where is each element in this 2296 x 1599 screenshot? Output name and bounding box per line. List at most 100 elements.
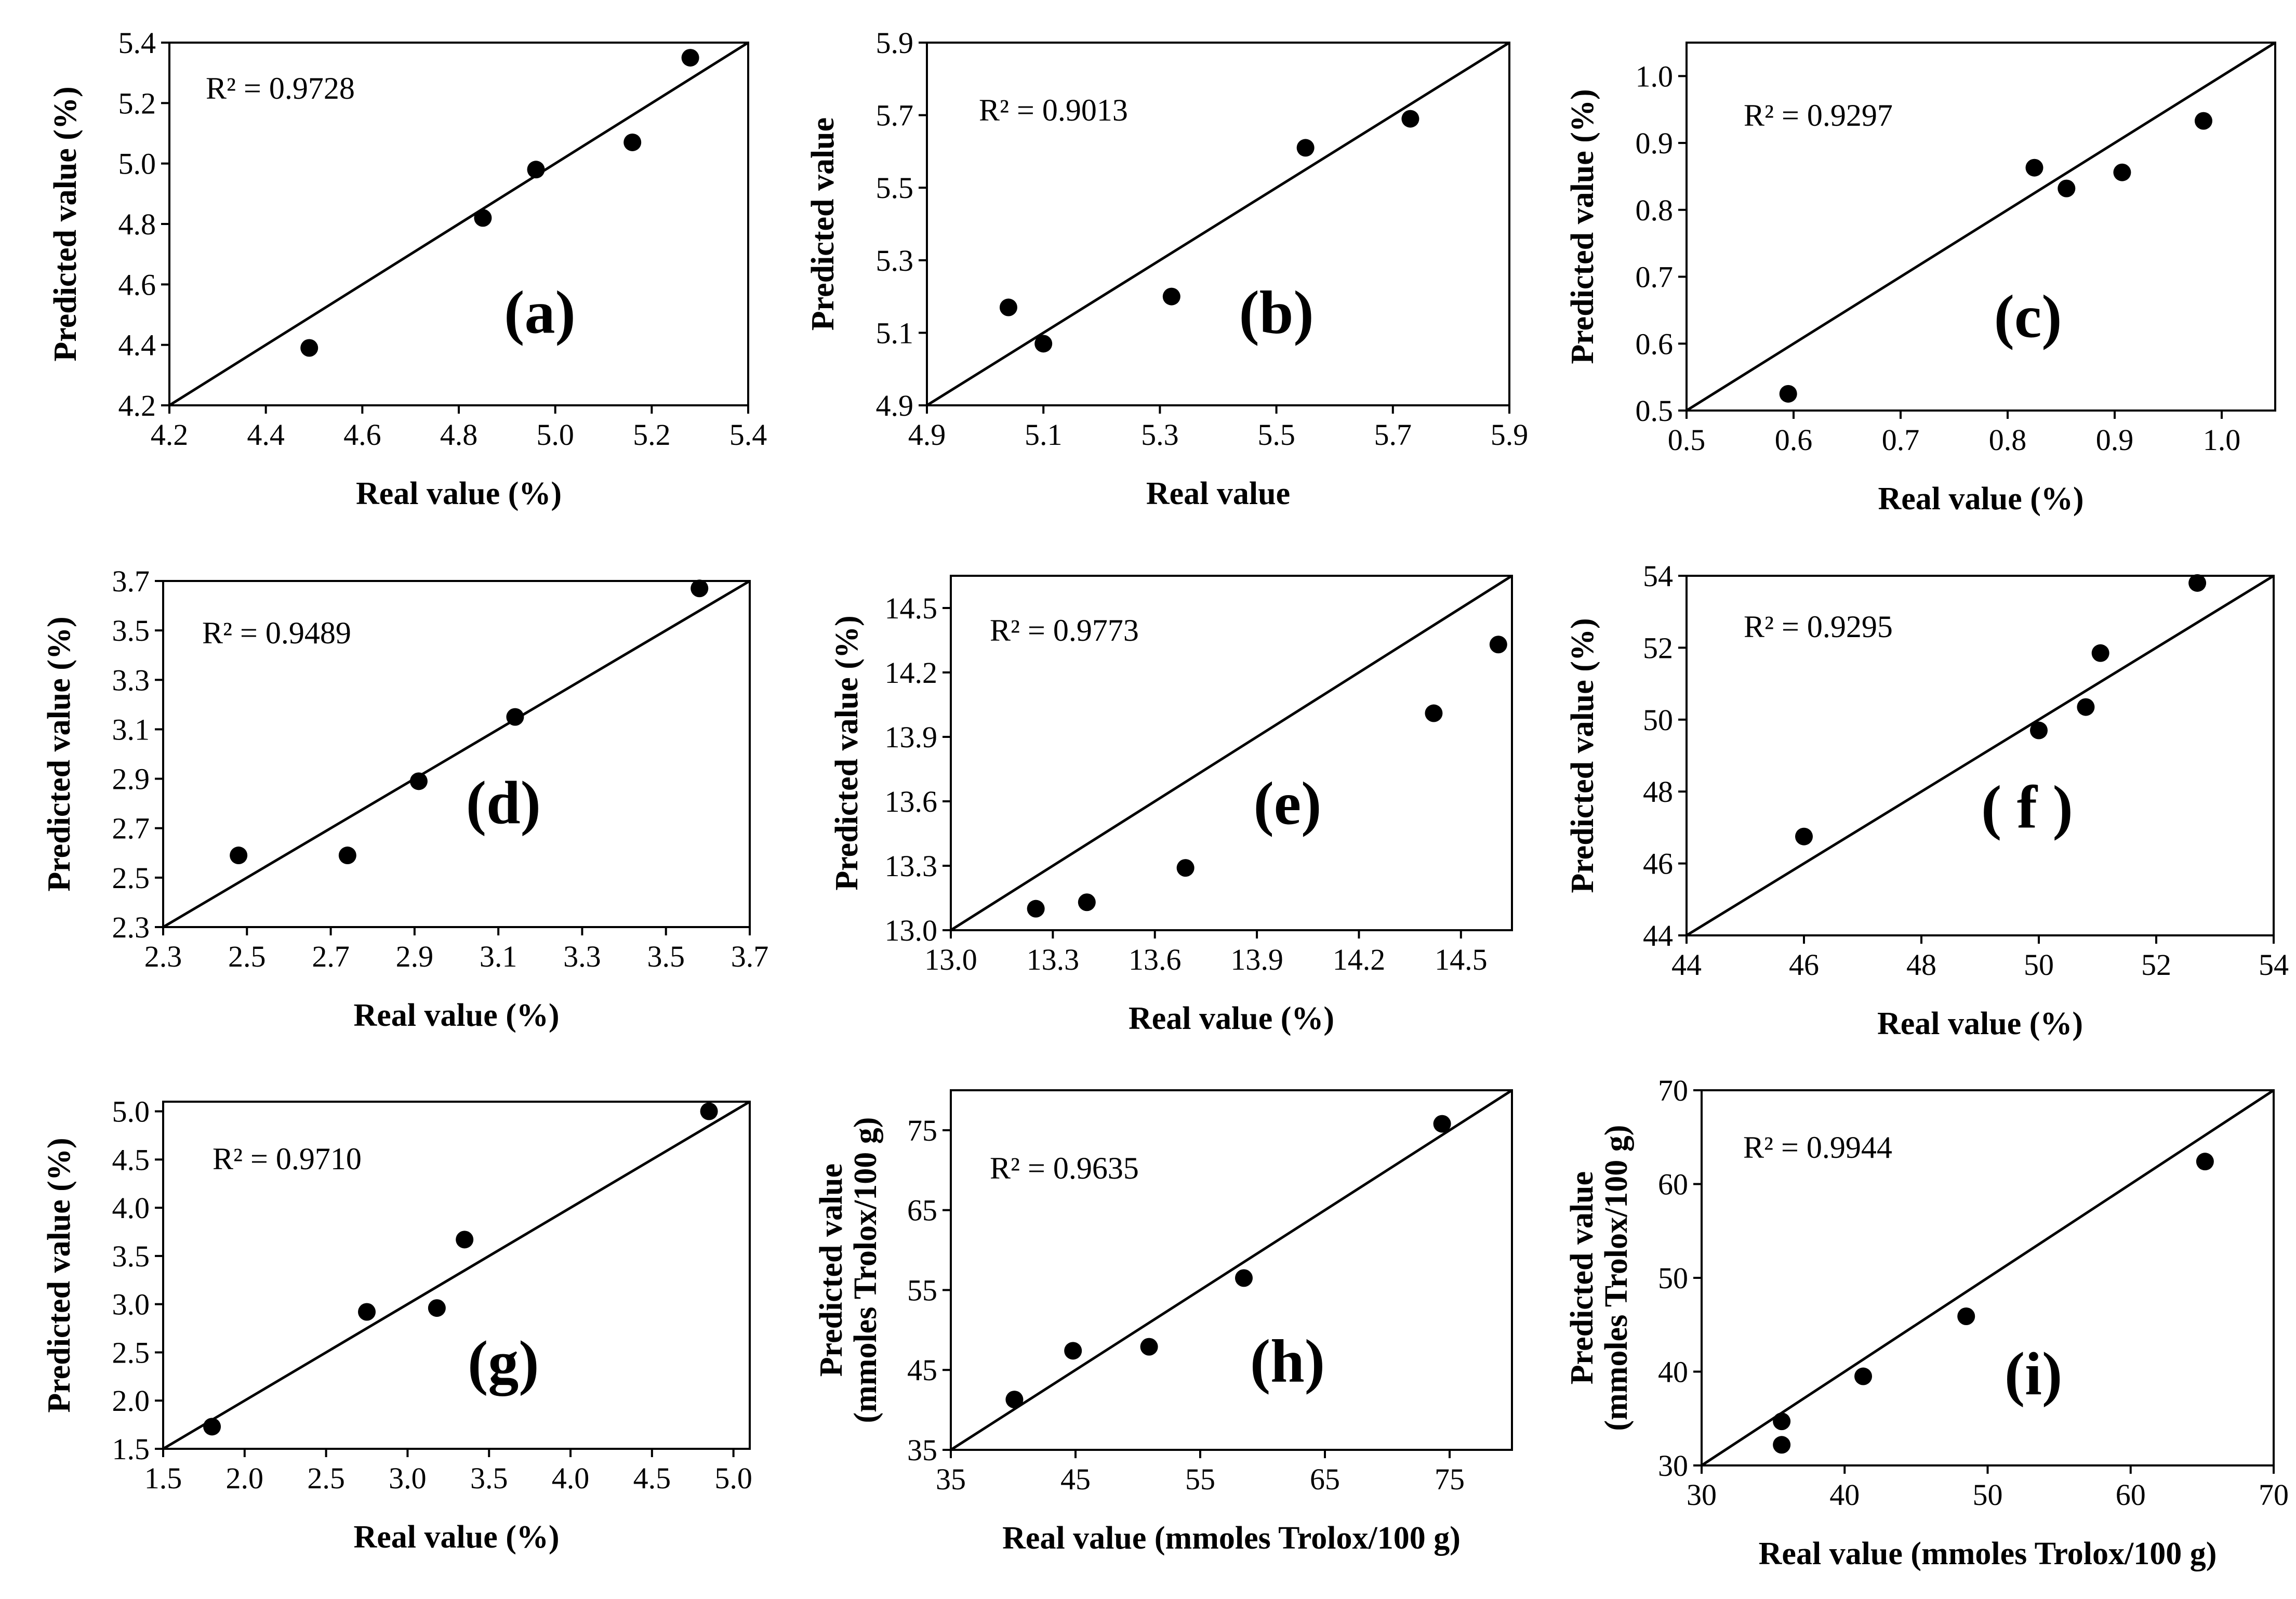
- x-tick-label: 5.5: [1257, 418, 1295, 452]
- x-tick-label: 50: [2024, 948, 2054, 982]
- data-point: [1078, 893, 1096, 911]
- y-axis-title: Predicted value (%): [1565, 618, 1600, 893]
- x-tick-label: 52: [2141, 948, 2171, 982]
- y-tick-label: 2.0: [112, 1384, 150, 1418]
- y-axis-title: Predicted value (%): [42, 1138, 77, 1412]
- y-tick-label: 65: [907, 1194, 937, 1227]
- y-tick-label: 0.5: [1636, 394, 1674, 428]
- y-tick-label: 14.5: [885, 591, 938, 625]
- data-point: [428, 1299, 446, 1317]
- y-tick-label: 70: [1658, 1074, 1688, 1107]
- x-tick-label: 2.3: [144, 940, 182, 973]
- x-tick-label: 13.9: [1230, 943, 1283, 976]
- reference-line-y-equals-x: [168, 41, 749, 407]
- plot-frame: [950, 575, 1513, 931]
- y-tick-label: 44: [1643, 919, 1673, 953]
- data-point: [2030, 721, 2048, 739]
- x-tick-label: 4.8: [440, 418, 478, 452]
- panel-label: (a): [504, 278, 576, 346]
- y-tick-label: 2.9: [112, 762, 150, 796]
- x-tick-label: 4.6: [343, 418, 381, 452]
- x-tick-label: 5.0: [714, 1461, 752, 1495]
- x-tick-label: 5.7: [1374, 418, 1412, 452]
- plot-frame: [950, 1089, 1513, 1451]
- r-squared-label: R² = 0.9013: [979, 93, 1128, 127]
- reference-line-y-equals-x: [1685, 41, 2276, 412]
- y-tick-label: 40: [1658, 1355, 1688, 1389]
- data-point: [1296, 139, 1315, 157]
- x-tick-label: 3.3: [563, 940, 601, 973]
- data-point: [681, 49, 699, 67]
- data-point: [456, 1231, 474, 1249]
- x-tick-label: 3.0: [389, 1461, 427, 1495]
- y-tick-label: 5.9: [876, 26, 914, 60]
- y-tick-label: 4.4: [118, 328, 156, 362]
- data-point: [527, 161, 545, 179]
- chart-panel-3: 0.5 0.6 0.7 0.8 0.9 1.0 0.5 0.6 0.7 0.8 0.9 1.0 R² =…: [1565, 41, 2276, 517]
- x-tick-label: 35: [936, 1462, 966, 1496]
- x-tick-label: 2.5: [228, 940, 266, 973]
- x-tick-label: 48: [1906, 948, 1936, 982]
- data-point: [1854, 1367, 1873, 1385]
- data-point: [2188, 574, 2207, 592]
- y-tick-label: 35: [907, 1433, 937, 1467]
- y-axis-title: Predicted value: [814, 1164, 849, 1377]
- data-point: [1162, 287, 1180, 306]
- y-tick-label: 4.0: [112, 1191, 150, 1225]
- data-point: [1064, 1342, 1082, 1360]
- r-squared-label: R² = 0.9635: [990, 1151, 1139, 1185]
- y-tick-label: 75: [907, 1114, 937, 1147]
- y-tick-label: 13.3: [885, 849, 938, 883]
- data-point: [2194, 112, 2212, 130]
- data-point: [700, 1102, 718, 1120]
- y-tick-label: 5.7: [876, 99, 914, 133]
- data-point: [338, 847, 356, 865]
- data-point: [1005, 1391, 1024, 1409]
- x-tick-label: 4.4: [247, 418, 285, 452]
- panel-label: (b): [1239, 278, 1313, 346]
- x-tick-label: 0.9: [2096, 423, 2134, 457]
- data-point: [1034, 335, 1053, 353]
- x-tick-label: 3.5: [470, 1461, 508, 1495]
- panel-label: (g): [468, 1328, 539, 1396]
- reference-line-y-equals-x: [926, 41, 1510, 407]
- chart-panel-5: 13.0 13.3 13.6 13.9 14.2 14.5 13.0 13.3 13.6 13.9…: [829, 574, 1513, 1036]
- y-tick-label: 54: [1643, 559, 1673, 593]
- y-tick-label: 4.8: [118, 207, 156, 241]
- y-tick-label: 3.5: [112, 614, 150, 647]
- y-tick-label: 5.3: [876, 244, 914, 277]
- y-tick-label: 52: [1643, 631, 1673, 665]
- y-axis-title: (mmoles Trolox/100 g): [1599, 1125, 1634, 1431]
- x-axis-title: Real value (%): [353, 998, 559, 1033]
- y-tick-label: 3.5: [112, 1239, 150, 1273]
- reference-line-y-equals-x: [1701, 1089, 2275, 1467]
- x-axis-title: Real value (%): [1877, 1006, 2083, 1041]
- r-squared-label: R² = 0.9295: [1744, 610, 1893, 644]
- data-point: [623, 133, 642, 151]
- plot-frame: [162, 1101, 751, 1450]
- chart-panel-1: 4.2 4.4 4.6 4.8 5.0 5.2 5.4 4.2 4.4 4.6 4.8 5.0 5.2 5…: [48, 26, 767, 511]
- data-point: [474, 209, 492, 227]
- x-tick-label: 3.5: [647, 940, 685, 973]
- y-tick-label: 2.5: [112, 1336, 150, 1369]
- x-tick-label: 5.3: [1141, 418, 1179, 452]
- y-tick-label: 5.0: [118, 147, 156, 181]
- y-tick-label: 30: [1658, 1449, 1688, 1483]
- y-tick-label: 3.1: [112, 712, 150, 746]
- y-tick-label: 5.4: [118, 26, 156, 60]
- y-tick-label: 0.9: [1636, 126, 1674, 160]
- panel-label: ( f ): [1981, 773, 2073, 841]
- x-tick-label: 55: [1185, 1462, 1215, 1496]
- data-point: [1433, 1115, 1451, 1133]
- x-tick-label: 46: [1789, 948, 1819, 982]
- x-tick-label: 65: [1310, 1462, 1340, 1496]
- data-point: [2113, 163, 2131, 181]
- y-tick-label: 3.0: [112, 1288, 150, 1322]
- y-tick-label: 2.7: [112, 812, 150, 845]
- data-point: [506, 708, 524, 726]
- chart-panel-2: 4.9 5.1 5.3 5.5 5.7 5.9 4.9 5.1 5.3 5.5 5.7 5.9 R² =…: [805, 26, 1528, 511]
- y-tick-label: 55: [907, 1273, 937, 1307]
- data-point: [1235, 1269, 1253, 1287]
- x-axis-title: Real value (%): [356, 476, 562, 511]
